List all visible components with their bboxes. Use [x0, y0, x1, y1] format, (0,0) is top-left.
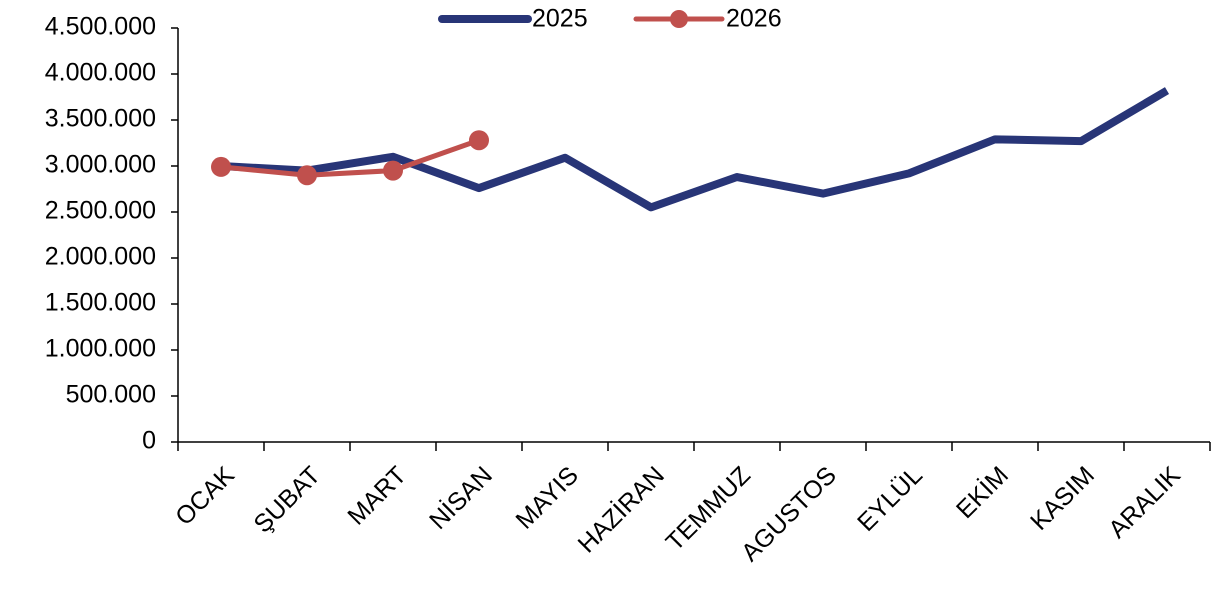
legend-marker — [670, 10, 688, 28]
y-tick-label: 2.500.000 — [45, 197, 156, 225]
x-tick-label: KASIM — [1025, 461, 1100, 536]
y-tick-label: 500.000 — [66, 381, 156, 409]
y-tick-label: 2.000.000 — [45, 243, 156, 271]
x-tick-label: ARALIK — [1103, 461, 1186, 544]
x-tick-label: MAYIS — [510, 461, 584, 535]
y-tick-label: 1.000.000 — [45, 335, 156, 363]
y-tick-label: 3.000.000 — [45, 151, 156, 179]
y-tick-label: 4.500.000 — [45, 13, 156, 41]
x-tick-label: MART — [342, 461, 412, 531]
y-tick-label: 1.500.000 — [45, 289, 156, 317]
y-tick-label: 0 — [142, 427, 156, 455]
y-tick-label: 3.500.000 — [45, 105, 156, 133]
x-tick-label: OCAK — [170, 461, 240, 531]
legend-label: 2025 — [532, 5, 588, 33]
point — [297, 165, 317, 186]
x-tick-label: ŞUBAT — [248, 461, 325, 538]
point — [383, 160, 403, 181]
legend-label: 2026 — [726, 5, 782, 33]
line-series — [220, 137, 480, 178]
point — [211, 156, 231, 177]
x-tick-label: EKİM — [950, 460, 1014, 524]
x-tick-label: NİSAN — [423, 460, 498, 535]
x-tick-label: EYLÜL — [852, 461, 928, 537]
point — [469, 130, 489, 151]
y-tick-label: 4.000.000 — [45, 59, 156, 87]
x-tick-label: HAZİRAN — [572, 460, 670, 558]
line-series — [220, 87, 1170, 212]
